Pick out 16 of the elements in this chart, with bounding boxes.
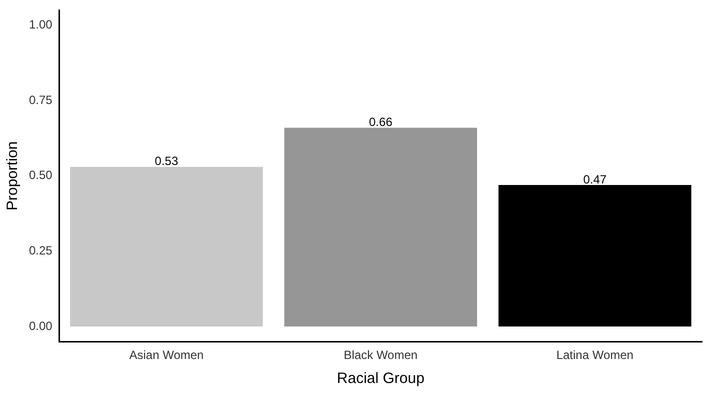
bar [498,184,692,327]
x-axis-title: Racial Group [336,370,424,388]
y-tick-label: 0.00 [28,318,53,333]
data-label: 0.66 [369,115,393,130]
y-tick-label: 0.25 [28,244,53,258]
bar [70,166,263,327]
y-tick-label: 0.50 [28,168,53,182]
x-tick-label: Latina Women [556,348,634,362]
data-label: 0.53 [154,154,178,168]
x-tick-label: Black Women [344,348,418,362]
y-axis-title: Proportion [4,141,22,211]
y-tick-label: 0.75 [28,92,53,107]
y-tick-label: 1.00 [28,18,53,32]
bar [284,128,478,327]
data-label: 0.47 [583,172,607,186]
x-tick-label: Asian Women [129,348,204,362]
